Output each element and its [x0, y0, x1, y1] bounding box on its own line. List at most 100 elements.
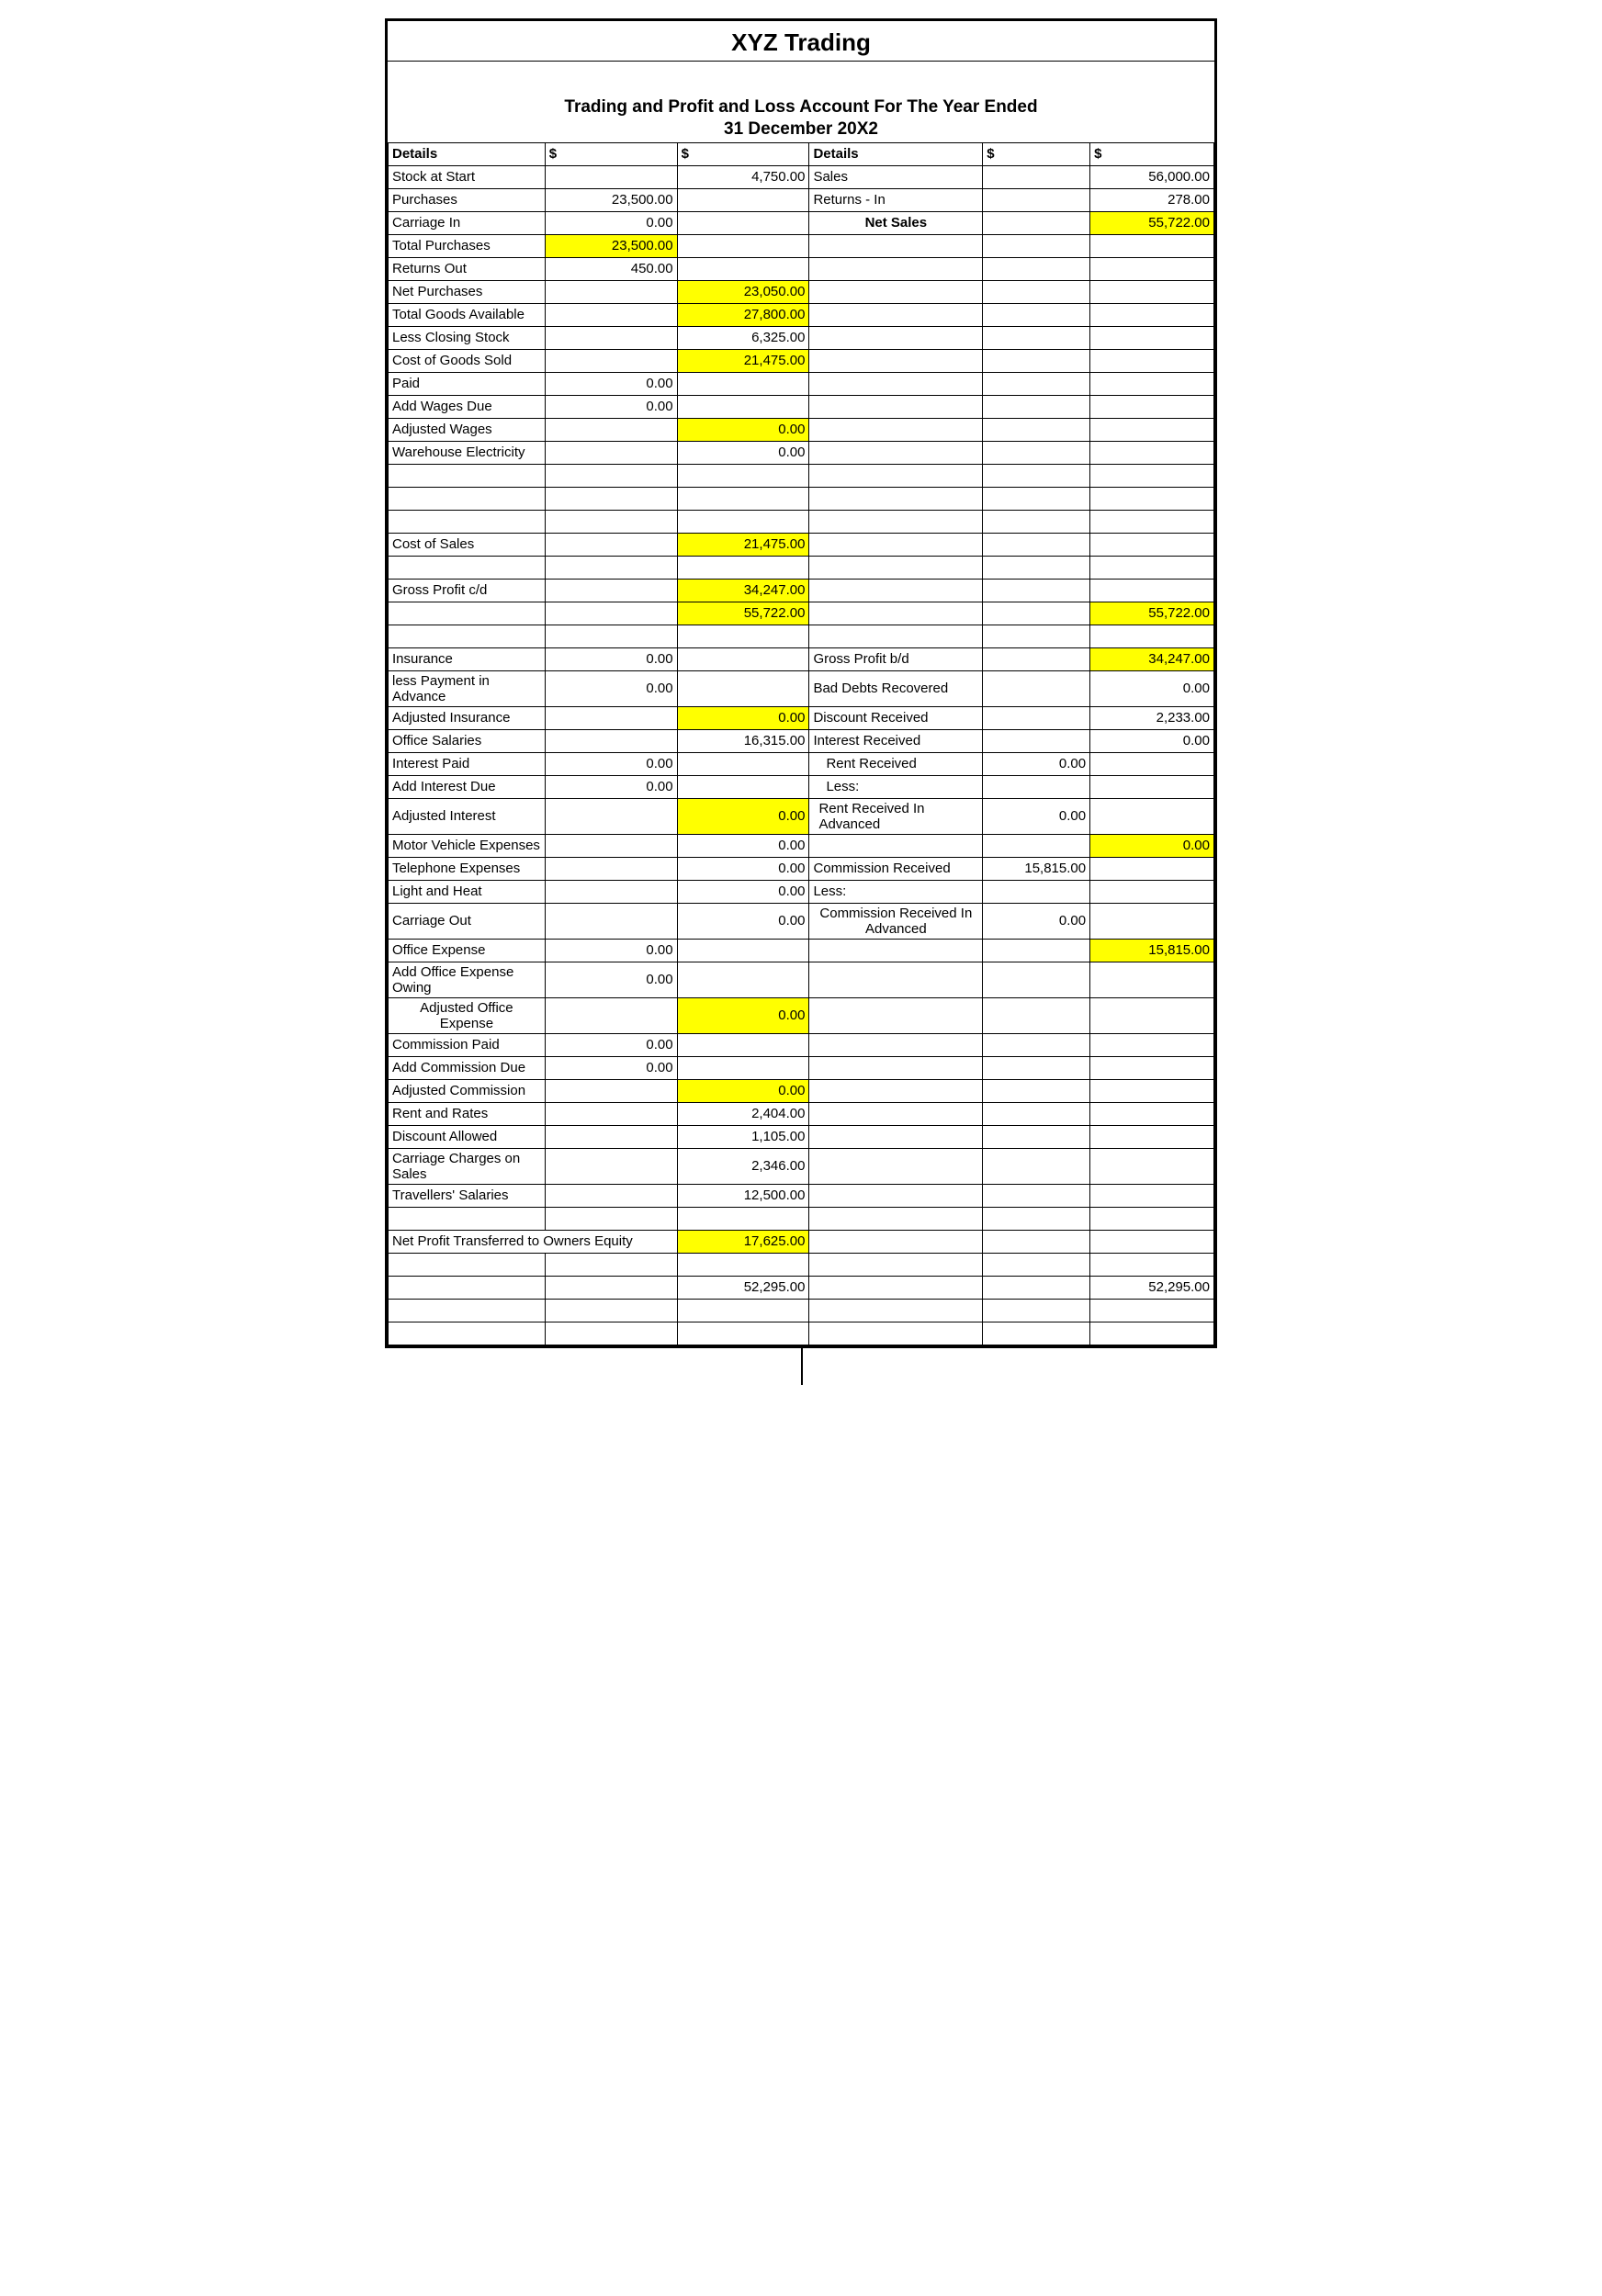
amount-a: 0.00 [545, 211, 677, 234]
amount-b [677, 1299, 809, 1322]
left-detail: Insurance [389, 647, 546, 670]
amount-b: 17,625.00 [677, 1230, 809, 1253]
amount-d [1090, 395, 1214, 418]
amount-a [545, 165, 677, 188]
ledger-row: Add Interest Due0.00Less: [389, 775, 1214, 798]
amount-d: 52,295.00 [1090, 1276, 1214, 1299]
amount-a [545, 903, 677, 939]
left-detail: Net Purchases [389, 280, 546, 303]
left-detail: Travellers' Salaries [389, 1184, 546, 1207]
right-detail: Returns - In [809, 188, 983, 211]
right-detail [809, 464, 983, 487]
amount-b [677, 670, 809, 706]
right-detail [809, 1184, 983, 1207]
right-detail [809, 234, 983, 257]
amount-a: 23,500.00 [545, 234, 677, 257]
ledger-row: Paid0.00 [389, 372, 1214, 395]
ledger-row: Light and Heat0.00Less: [389, 880, 1214, 903]
left-detail: Office Expense [389, 939, 546, 962]
amount-b [677, 752, 809, 775]
ledger-row [389, 1299, 1214, 1322]
amount-b: 0.00 [677, 1079, 809, 1102]
amount-b [677, 775, 809, 798]
title-gap [388, 62, 1214, 95]
left-detail: Adjusted Insurance [389, 706, 546, 729]
right-detail [809, 441, 983, 464]
center-divider-tail [388, 1348, 1214, 1385]
amount-c [983, 372, 1090, 395]
ledger-row: Cost of Sales21,475.00 [389, 533, 1214, 556]
amount-a [545, 556, 677, 579]
amount-a [545, 280, 677, 303]
right-detail [809, 1125, 983, 1148]
amount-c [983, 1207, 1090, 1230]
amount-b: 0.00 [677, 441, 809, 464]
amount-a [545, 880, 677, 903]
amount-c [983, 1184, 1090, 1207]
amount-c [983, 834, 1090, 857]
amount-c [983, 997, 1090, 1033]
amount-a [545, 1079, 677, 1102]
ledger-row: Net Profit Transferred to Owners Equity1… [389, 1230, 1214, 1253]
right-detail [809, 556, 983, 579]
amount-c [983, 1079, 1090, 1102]
amount-a [545, 349, 677, 372]
amount-c [983, 395, 1090, 418]
amount-b [677, 1322, 809, 1345]
amount-c [983, 211, 1090, 234]
left-detail: Adjusted Commission [389, 1079, 546, 1102]
amount-c [983, 533, 1090, 556]
amount-b: 52,295.00 [677, 1276, 809, 1299]
right-detail [809, 1276, 983, 1299]
amount-b: 2,404.00 [677, 1102, 809, 1125]
ledger-row: Add Commission Due0.00 [389, 1056, 1214, 1079]
amount-b: 0.00 [677, 706, 809, 729]
right-detail: Less: [809, 880, 983, 903]
amount-b [677, 625, 809, 647]
left-detail: Adjusted Wages [389, 418, 546, 441]
left-detail [389, 487, 546, 510]
amount-b [677, 510, 809, 533]
amount-d [1090, 510, 1214, 533]
amount-b [677, 487, 809, 510]
ledger-row [389, 487, 1214, 510]
amount-d [1090, 1299, 1214, 1322]
left-detail: Paid [389, 372, 546, 395]
right-detail [809, 939, 983, 962]
amount-a [545, 579, 677, 602]
amount-a [545, 487, 677, 510]
amount-a [545, 602, 677, 625]
ledger-row [389, 556, 1214, 579]
amount-d: 0.00 [1090, 729, 1214, 752]
right-detail: Less: [809, 775, 983, 798]
left-detail [389, 1299, 546, 1322]
amount-a: 0.00 [545, 647, 677, 670]
amount-b: 16,315.00 [677, 729, 809, 752]
ledger-row [389, 625, 1214, 647]
amount-b [677, 939, 809, 962]
ledger-row: Warehouse Electricity0.00 [389, 441, 1214, 464]
amount-d: 0.00 [1090, 834, 1214, 857]
amount-c [983, 962, 1090, 997]
amount-a: 23,500.00 [545, 188, 677, 211]
right-detail [809, 326, 983, 349]
left-detail: Add Interest Due [389, 775, 546, 798]
amount-c [983, 441, 1090, 464]
amount-a: 0.00 [545, 1056, 677, 1079]
amount-b [677, 962, 809, 997]
right-detail: Net Sales [809, 211, 983, 234]
amount-d [1090, 1125, 1214, 1148]
ledger-row: Telephone Expenses0.00Commission Receive… [389, 857, 1214, 880]
amount-c [983, 1125, 1090, 1148]
right-detail [809, 834, 983, 857]
amount-a: 0.00 [545, 1033, 677, 1056]
right-detail [809, 1079, 983, 1102]
ledger-header-row: Details $ $ Details $ $ [389, 142, 1214, 165]
amount-b [677, 464, 809, 487]
amount-b: 2,346.00 [677, 1148, 809, 1184]
amount-a [545, 303, 677, 326]
right-detail [809, 1148, 983, 1184]
amount-d [1090, 556, 1214, 579]
right-detail [809, 1033, 983, 1056]
amount-d: 278.00 [1090, 188, 1214, 211]
